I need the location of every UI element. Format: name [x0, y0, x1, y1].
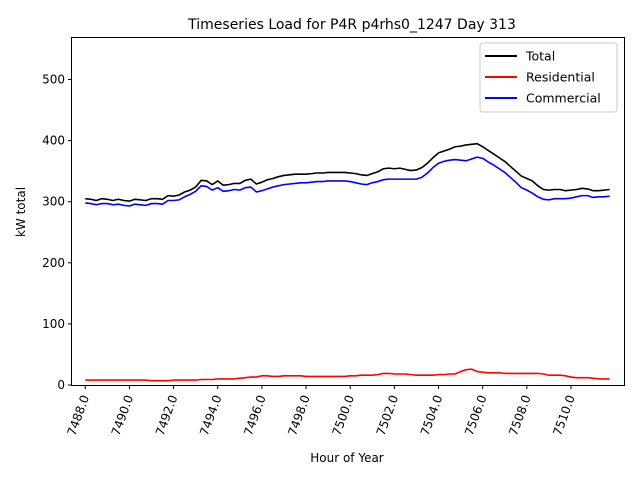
y-tick-label: 500: [42, 73, 65, 87]
y-tick-label: 200: [42, 256, 65, 270]
legend-label-total: Total: [525, 49, 555, 64]
plot-frame: [71, 37, 625, 386]
legend-box: [479, 42, 618, 113]
series-line-commercial: [85, 156, 610, 207]
series-line-total: [85, 142, 610, 202]
y-axis: 0 100 200 300 400 500: [42, 73, 72, 392]
x-axis-title: Hour of Year: [310, 451, 384, 465]
legend-label-commercial: Commercial: [526, 91, 601, 106]
y-tick-label: 100: [42, 317, 65, 331]
y-tick-label: 400: [42, 134, 65, 148]
legend: Total Residential Commercial: [479, 42, 618, 113]
legend-label-residential: Residential: [526, 70, 595, 85]
y-tick-label: 300: [42, 195, 65, 209]
plot-area: [85, 142, 610, 382]
chart-title: Timeseries Load for P4R p4rhs0_1247 Day …: [187, 17, 516, 33]
y-axis-title: kW total: [14, 187, 28, 237]
series-line-residential: [85, 368, 610, 382]
y-tick-label: 0: [57, 378, 65, 392]
